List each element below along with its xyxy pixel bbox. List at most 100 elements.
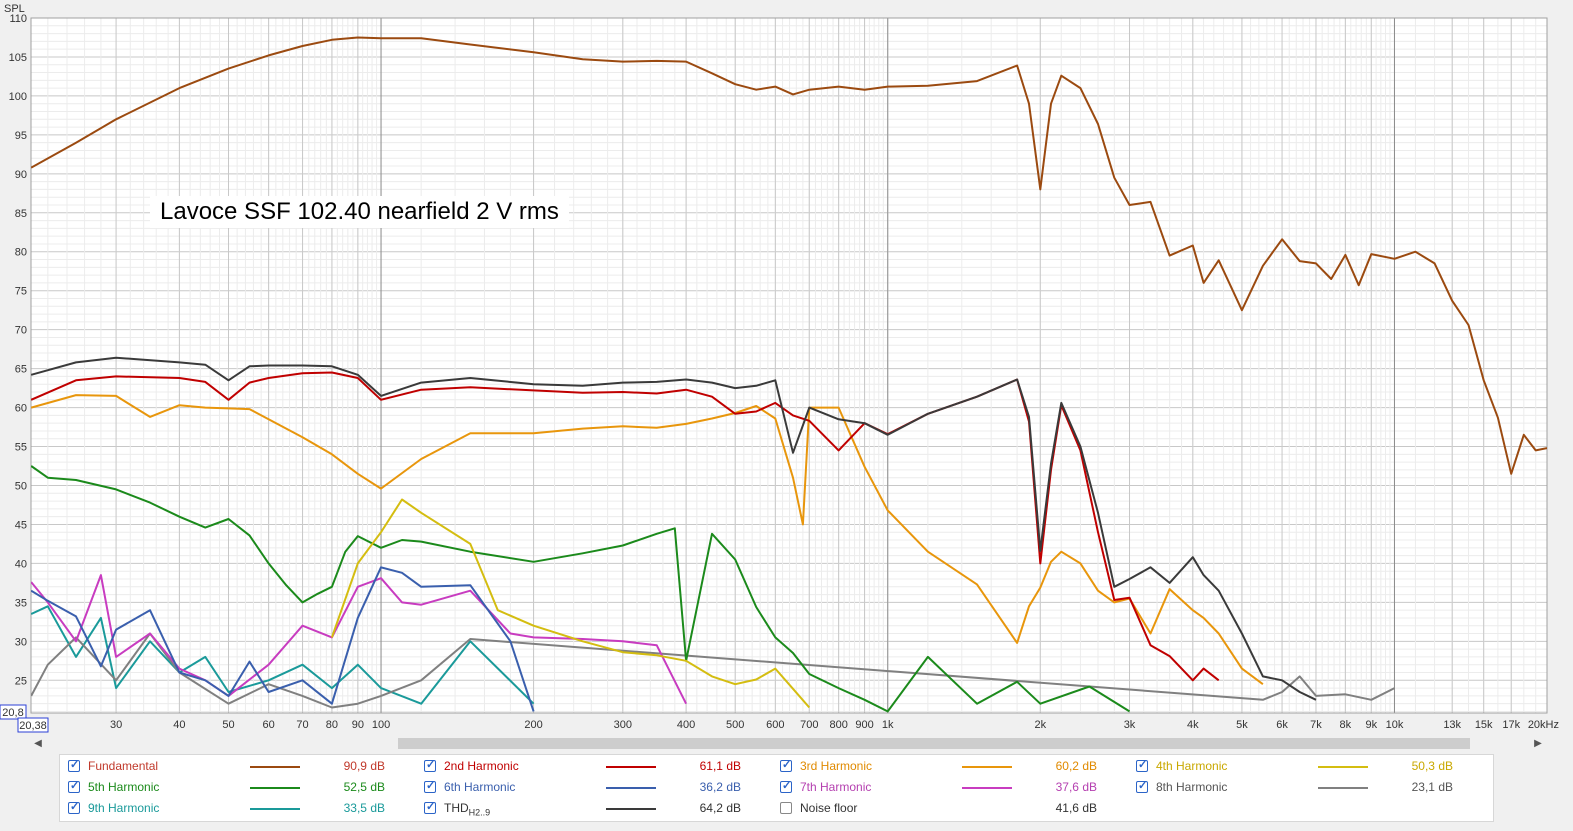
plot-border bbox=[30, 17, 1548, 714]
series-line-2nd-harmonic bbox=[31, 371, 1220, 682]
series-line-3rd-harmonic bbox=[31, 394, 1264, 686]
y-tick-label: 55 bbox=[15, 442, 27, 454]
x-tick-label: 600 bbox=[766, 719, 784, 731]
legend-swatch-line bbox=[606, 808, 656, 810]
legend-item-7th-harmonic[interactable]: 7th Harmonic 37,6 dB bbox=[772, 777, 1128, 798]
y-tick-label: 25 bbox=[15, 675, 27, 687]
y-min-label: 20,8 bbox=[2, 707, 23, 719]
legend-checkbox[interactable] bbox=[1136, 779, 1148, 793]
x-tick-label: 300 bbox=[614, 719, 632, 731]
legend-swatch-line bbox=[962, 787, 1012, 789]
legend-series-value: 52,5 dB bbox=[343, 780, 385, 794]
scroll-left-arrow-icon[interactable]: ◀ bbox=[34, 738, 42, 749]
legend-series-value: 61,1 dB bbox=[699, 759, 741, 773]
legend-series-name: 9th Harmonic bbox=[88, 801, 160, 815]
frequency-response-chart[interactable]: 25 30 35 40 45 50 55 60 65 70 75 80 85 90 95 100 105 110S… bbox=[0, 0, 1573, 736]
x-tick-label: 80 bbox=[326, 719, 338, 731]
legend-series-value: 33,5 dB bbox=[343, 801, 385, 815]
x-tick-label: 6k bbox=[1276, 719, 1288, 731]
legend-series-name: Noise floor bbox=[800, 801, 858, 815]
legend-swatch-line bbox=[250, 766, 300, 768]
y-tick-label: 45 bbox=[15, 519, 27, 531]
legend-checkbox[interactable] bbox=[68, 779, 80, 793]
legend-series-name: THDH2..9 bbox=[444, 801, 491, 818]
legend-series-value: 90,9 dB bbox=[343, 759, 385, 773]
legend-series-name: 5th Harmonic bbox=[88, 780, 160, 794]
chart-title: Lavoce SSF 102.40 nearfield 2 V rms bbox=[150, 196, 569, 228]
y-tick-label: 75 bbox=[15, 286, 27, 298]
scroll-thumb[interactable] bbox=[398, 738, 1470, 749]
legend-series-value: 36,2 dB bbox=[699, 780, 741, 794]
x-tick-label: 8k bbox=[1340, 719, 1352, 731]
legend-series-value: 60,2 dB bbox=[1055, 759, 1097, 773]
legend-item-8th-harmonic[interactable]: 8th Harmonic 23,1 dB bbox=[1128, 777, 1484, 798]
x-tick-label: 20kHz bbox=[1528, 719, 1559, 731]
x-tick-label: 40 bbox=[173, 719, 185, 731]
legend-item-fundamental[interactable]: Fundamental 90,9 dB bbox=[60, 756, 416, 777]
series-line-9th-harmonic bbox=[31, 605, 535, 705]
legend-item-6th-harmonic[interactable]: 6th Harmonic 36,2 dB bbox=[416, 777, 772, 798]
series-line-4th-harmonic bbox=[330, 498, 811, 709]
x-tick-label: 4k bbox=[1187, 719, 1199, 731]
legend-series-name: 3rd Harmonic bbox=[800, 759, 873, 773]
y-tick-label: 100 bbox=[9, 91, 27, 103]
y-tick-label: 95 bbox=[15, 130, 27, 142]
y-tick-label: 35 bbox=[15, 597, 27, 609]
legend-series-name: 4th Harmonic bbox=[1156, 759, 1228, 773]
x-tick-label: 7k bbox=[1310, 719, 1322, 731]
y-axis-label: SPL bbox=[4, 3, 25, 15]
grid bbox=[31, 17, 1548, 713]
y-min-box[interactable] bbox=[0, 704, 27, 720]
legend-checkbox[interactable] bbox=[780, 779, 792, 793]
y-tick-label: 40 bbox=[15, 558, 27, 570]
legend-swatch-line bbox=[250, 808, 300, 810]
legend-checkbox[interactable] bbox=[424, 800, 436, 814]
horizontal-scrollbar[interactable]: ◀ ▶ bbox=[30, 736, 1546, 751]
x-tick-label: 500 bbox=[726, 719, 744, 731]
legend-item-thd[interactable]: THDH2..9 64,2 dB bbox=[416, 798, 772, 819]
x-tick-label: 5k bbox=[1236, 719, 1248, 731]
x-tick-label: 400 bbox=[677, 719, 695, 731]
legend-series-value: 64,2 dB bbox=[699, 801, 741, 815]
y-tick-label: 110 bbox=[9, 13, 27, 25]
legend-series-name: 8th Harmonic bbox=[1156, 780, 1228, 794]
legend-checkbox[interactable] bbox=[424, 779, 436, 793]
series-line-fundamental bbox=[31, 36, 1547, 475]
legend-checkbox[interactable] bbox=[780, 758, 792, 772]
x-tick-label: 200 bbox=[524, 719, 542, 731]
legend-series-value: 23,1 dB bbox=[1411, 780, 1453, 794]
scroll-right-arrow-icon[interactable]: ▶ bbox=[1534, 738, 1542, 749]
legend-checkbox[interactable] bbox=[68, 758, 80, 772]
x-tick-label: 60 bbox=[262, 719, 274, 731]
series-line-6th-harmonic bbox=[31, 566, 535, 712]
x-min-box[interactable] bbox=[17, 717, 49, 733]
series-line-8th-harmonic bbox=[31, 632, 1395, 709]
legend-item-3rd-harmonic[interactable]: 3rd Harmonic 60,2 dB bbox=[772, 756, 1128, 777]
legend-swatch-line bbox=[962, 766, 1012, 768]
x-tick-label: 100 bbox=[372, 719, 390, 731]
legend-checkbox[interactable] bbox=[424, 758, 436, 772]
legend-checkbox[interactable] bbox=[1136, 758, 1148, 772]
x-tick-label: 900 bbox=[855, 719, 873, 731]
x-min-label: 20,38 bbox=[19, 720, 47, 732]
legend-item-5th-harmonic[interactable]: 5th Harmonic 52,5 dB bbox=[60, 777, 416, 798]
x-tick-label: 2k bbox=[1034, 719, 1046, 731]
x-tick-label: 30 bbox=[110, 719, 122, 731]
legend-series-name: Fundamental bbox=[88, 759, 159, 773]
y-tick-label: 60 bbox=[15, 403, 27, 415]
legend-item-2nd-harmonic[interactable]: 2nd Harmonic 61,1 dB bbox=[416, 756, 772, 777]
x-tick-label: 13k bbox=[1443, 719, 1461, 731]
y-tick-label: 65 bbox=[15, 364, 27, 376]
legend-checkbox[interactable] bbox=[68, 800, 80, 814]
legend-item-9th-harmonic[interactable]: 9th Harmonic 33,5 dB bbox=[60, 798, 416, 819]
legend-panel: Fundamental 90,9 dB 2nd Harmonic 61,1 dB 3rd… bbox=[59, 754, 1494, 822]
legend-checkbox[interactable] bbox=[780, 802, 792, 814]
x-tick-label: 800 bbox=[829, 719, 847, 731]
x-tick-label: 10k bbox=[1386, 719, 1404, 731]
y-tick-label: 90 bbox=[15, 169, 27, 181]
legend-series-value: 50,3 dB bbox=[1411, 759, 1453, 773]
legend-swatch-line bbox=[1318, 766, 1368, 768]
legend-item-noise-floor[interactable]: Noise floor 41,6 dB bbox=[772, 798, 1128, 819]
x-tick-label: 17k bbox=[1502, 719, 1520, 731]
legend-item-4th-harmonic[interactable]: 4th Harmonic 50,3 dB bbox=[1128, 756, 1484, 777]
